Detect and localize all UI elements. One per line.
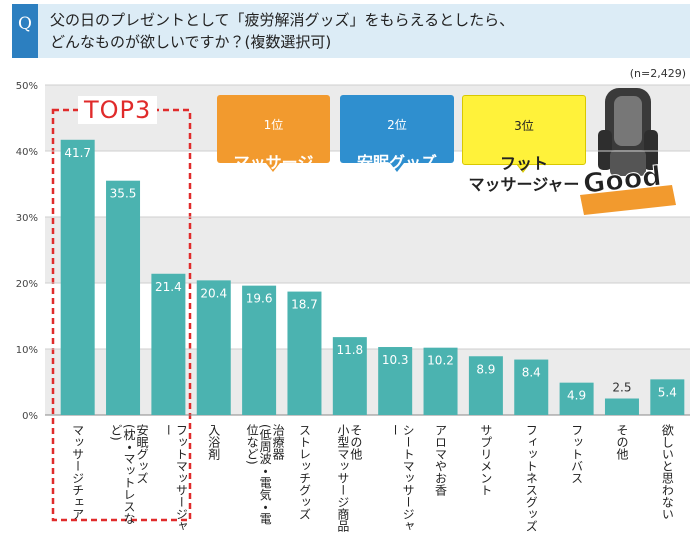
bar	[604, 398, 639, 415]
x-tick-label: サプリメント	[478, 424, 493, 496]
pointer	[266, 163, 280, 172]
callout-rank: 3位	[514, 119, 534, 133]
value-label: 5.4	[658, 385, 677, 399]
x-tick-label: マッサージチェア	[70, 424, 85, 520]
bar	[514, 359, 549, 415]
x-tick-label: シートマッサージャー	[388, 424, 416, 532]
bar	[242, 285, 277, 415]
x-tick-label: 安眠グッズ (枕・マットレスなど)	[109, 424, 150, 525]
y-tick-label: 0%	[22, 411, 38, 422]
bar	[106, 180, 141, 415]
callout-1: 1位 マッサージ チェア	[217, 95, 330, 193]
y-tick-label: 10%	[16, 345, 38, 356]
value-label: 4.9	[567, 389, 586, 403]
y-tick-label: 40%	[16, 147, 38, 158]
chair-icon	[580, 88, 676, 215]
callout-3: 3位 フット マッサージャー	[462, 95, 586, 194]
x-tick-label: 治療器 (低周波・電気・電位など)	[245, 424, 286, 525]
value-label: 41.7	[64, 146, 91, 160]
callout-rank: 2位	[387, 118, 407, 132]
y-tick-label: 20%	[16, 279, 38, 290]
bar	[650, 379, 685, 415]
bar	[151, 273, 186, 415]
value-label: 8.9	[476, 362, 495, 376]
callout-name: マッサージ チェア	[233, 153, 314, 193]
callout-2: 2位 安眠グッズ (枕・マットレスなど)	[340, 95, 454, 205]
y-tick-label: 50%	[16, 81, 38, 92]
callout-sub: (枕・マットレスなど)	[346, 192, 448, 205]
bar	[423, 347, 458, 415]
top3-label: TOP3	[78, 96, 158, 124]
callout-name: 安眠グッズ	[356, 153, 437, 172]
bar	[60, 139, 95, 415]
value-label: 10.3	[382, 353, 409, 367]
x-tick-label: フットバス	[569, 424, 584, 484]
x-tick-label: 欲しいと思わない	[660, 424, 675, 520]
bar	[196, 280, 231, 415]
value-label: 8.4	[522, 366, 541, 380]
question: 父の日のプレゼントとして「疲労解消グッズ」をもらえるとしたら、 どんなものが欲し…	[50, 11, 515, 51]
header-band	[12, 4, 690, 58]
value-label: 21.4	[155, 280, 182, 294]
x-tick-label: フットマッサージャー	[161, 424, 189, 532]
bar	[559, 382, 594, 415]
sample-size: (n=2,429)	[629, 67, 686, 80]
x-tick-label: 入浴剤	[206, 424, 221, 460]
top3-frame	[51, 108, 192, 522]
grid-band	[45, 217, 690, 283]
x-tick-label: フィットネスグッズ	[524, 424, 539, 532]
callout-name: フット マッサージャー	[468, 154, 580, 194]
x-tick-label: その他	[614, 424, 629, 460]
value-label: 19.6	[246, 292, 273, 306]
value-label: 2.5	[612, 381, 631, 395]
x-tick-label: ストレッチグッズ	[297, 424, 312, 520]
x-tick-label: アロマやお香	[433, 424, 448, 496]
pointer	[390, 163, 404, 172]
y-tick-label: 30%	[16, 213, 38, 224]
value-label: 35.5	[110, 187, 137, 201]
bar	[378, 347, 413, 415]
x-tick-label: その他 小型マッサージ商品	[335, 424, 363, 532]
value-label: 20.4	[200, 286, 227, 300]
value-label: 18.7	[291, 298, 318, 312]
q-icon: Q	[12, 4, 38, 58]
value-label: 10.2	[427, 354, 454, 368]
bar	[287, 291, 322, 415]
value-label: 11.8	[336, 343, 363, 357]
bar	[468, 356, 503, 415]
callout-rank: 1位	[263, 118, 284, 132]
bar	[332, 337, 367, 415]
